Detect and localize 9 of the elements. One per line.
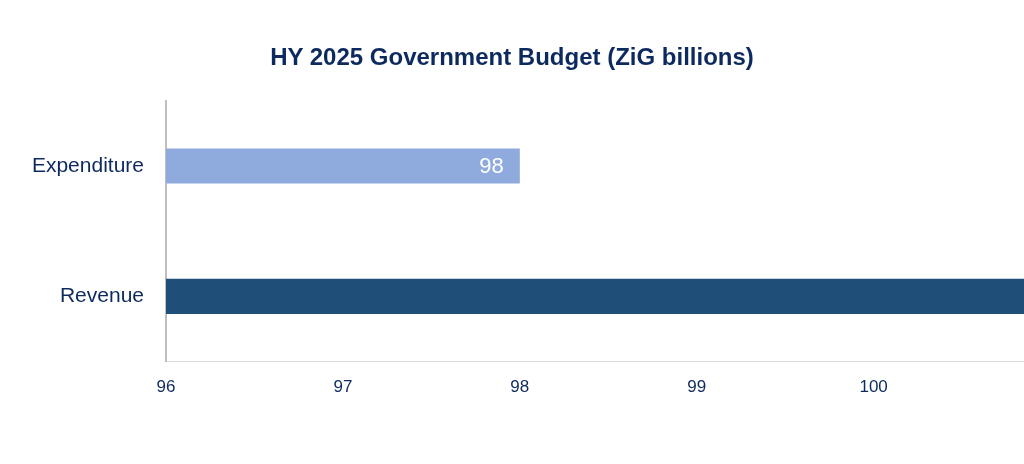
x-tick-label: 99 (687, 377, 707, 397)
x-tick-label: 96 (156, 377, 176, 397)
y-tick-label: Revenue (59, 283, 144, 307)
x-tick-label: 100 (859, 377, 888, 397)
y-tick-label: Expenditure (31, 152, 144, 176)
x-tick-label: 97 (333, 377, 353, 397)
data-label: 98 (479, 153, 504, 179)
chart-title: HY 2025 Government Budget (ZiG billions) (270, 43, 754, 71)
x-tick-label: 98 (510, 377, 530, 397)
